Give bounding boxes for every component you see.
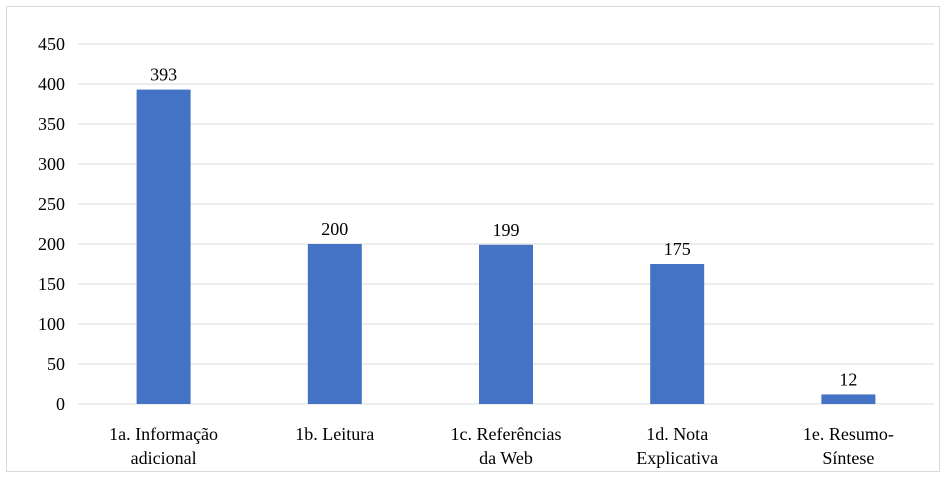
data-label: 200 [321, 219, 348, 239]
x-category-label: 1e. Resumo- [803, 424, 894, 444]
x-category-label: adicional [131, 448, 197, 468]
bars [136, 89, 876, 404]
x-category-label: da Web [479, 448, 533, 468]
x-category-label: 1b. Leitura [295, 424, 374, 444]
x-category-label: 1c. Referências [451, 424, 562, 444]
y-tick-label: 350 [38, 114, 65, 134]
data-label: 12 [839, 369, 857, 389]
x-category-label: Síntese [822, 448, 874, 468]
y-tick-label: 250 [38, 194, 65, 214]
bar [307, 244, 362, 404]
y-tick-label: 100 [38, 314, 65, 334]
data-label: 199 [493, 220, 520, 240]
bar [136, 89, 191, 404]
y-tick-label: 50 [47, 354, 65, 374]
y-tick-label: 200 [38, 234, 65, 254]
data-labels: 393 200 199 175 12 [150, 65, 857, 390]
bar [650, 264, 705, 404]
x-category-label: 1a. Informação [109, 424, 218, 444]
y-tick-label: 400 [38, 74, 65, 94]
bar [821, 394, 876, 404]
data-label: 393 [150, 65, 177, 85]
y-tick-label: 450 [38, 34, 65, 54]
data-label: 175 [664, 239, 691, 259]
y-tick-label: 150 [38, 274, 65, 294]
x-category-label: 1d. Nota [646, 424, 708, 444]
bar [479, 244, 533, 404]
gridlines [78, 43, 934, 405]
y-tick-label: 300 [38, 154, 65, 174]
x-category-label: Explicativa [636, 448, 718, 468]
x-axis-categories: 1a. Informação adicional 1b. Leitura 1c. Re… [109, 424, 894, 468]
y-tick-label: 0 [56, 394, 65, 414]
y-axis-ticks: 0 50 100 150 200 250 300 350 400 450 [38, 34, 65, 414]
